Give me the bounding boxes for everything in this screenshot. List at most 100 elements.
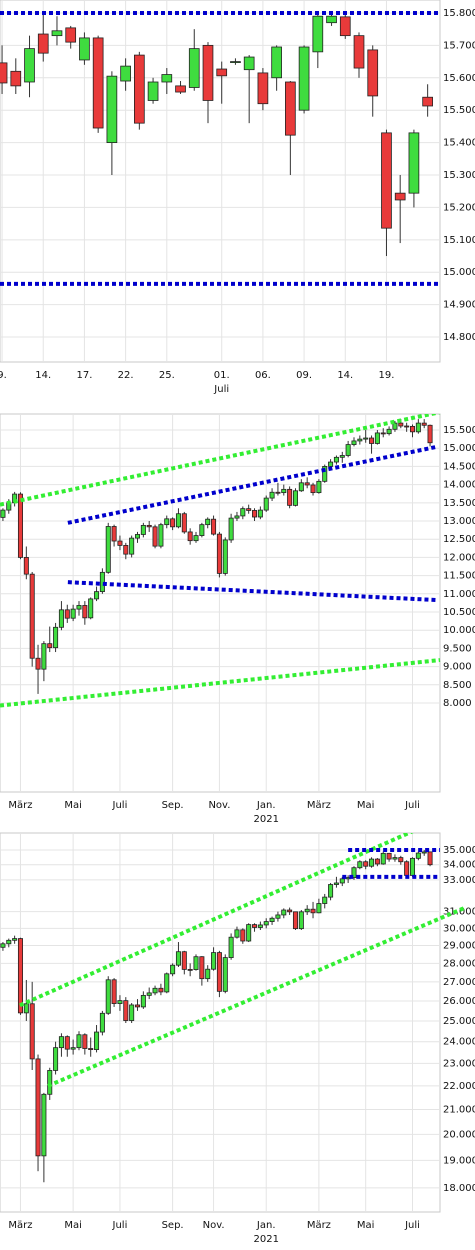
- y-tick-label: 20.000: [443, 1129, 475, 1140]
- y-tick-label: 8.000: [443, 698, 472, 709]
- candle-body: [275, 491, 281, 494]
- x-tick-label: 22.: [118, 370, 134, 381]
- candle-body: [140, 994, 146, 1008]
- y-tick-label: 15.000: [443, 443, 475, 454]
- candle-body: [240, 508, 246, 517]
- candle-body: [351, 867, 357, 878]
- candle-body: [70, 1047, 76, 1050]
- x-tick-label: März: [307, 1220, 331, 1231]
- candle-body: [339, 16, 351, 37]
- candle-body: [6, 939, 12, 945]
- candle-body: [421, 851, 427, 854]
- y-tick-label: 30.000: [443, 923, 475, 934]
- candle-body: [140, 524, 146, 535]
- candle-body: [199, 524, 205, 536]
- y-tick-label: 12.500: [443, 534, 475, 545]
- candle-body: [0, 509, 6, 518]
- candle-body: [386, 852, 392, 860]
- candle-body: [152, 987, 158, 994]
- y-tick-label: 15.100: [443, 235, 475, 246]
- candle-body: [394, 192, 406, 201]
- candle-body: [363, 861, 369, 867]
- plot-area: [0, 832, 441, 1213]
- candle-body: [381, 132, 392, 229]
- candle-body: [234, 515, 240, 519]
- candle-body: [316, 480, 322, 494]
- candle-body: [222, 539, 228, 574]
- y-tick-label: 31.000: [443, 907, 475, 918]
- y-tick-label: 10.000: [443, 625, 475, 636]
- candle-body: [333, 456, 339, 463]
- y-tick-label: 24.000: [443, 1037, 475, 1048]
- y-tick-label: 15.000: [443, 267, 475, 278]
- candle-body: [421, 422, 427, 426]
- y-tick-label: 10.500: [443, 607, 475, 618]
- y-tick-label: 11.000: [443, 589, 475, 600]
- candle-body: [404, 425, 410, 428]
- plot-marks: [0, 10, 440, 286]
- candle-body: [230, 61, 241, 63]
- candle-body: [298, 482, 304, 492]
- candle-body: [408, 132, 420, 194]
- candle-body: [252, 924, 258, 928]
- x-tick-label: Mai: [64, 1220, 82, 1231]
- candle-body: [82, 1034, 88, 1049]
- y-tick-label: 15.600: [443, 73, 475, 84]
- candle-body: [246, 924, 252, 942]
- candle-body: [367, 49, 379, 97]
- candle-body: [216, 952, 222, 992]
- candle-body: [41, 643, 47, 670]
- candle-body: [310, 908, 316, 914]
- y-tick-label: 34.000: [443, 860, 475, 871]
- candle-body: [228, 936, 234, 958]
- candle-body: [392, 422, 398, 430]
- y-tick-label: 28.000: [443, 958, 475, 969]
- y-tick-label: 14.000: [443, 480, 475, 491]
- candle-body: [398, 422, 404, 427]
- x-tick-label: Mai: [64, 800, 82, 811]
- candle-body: [53, 1047, 59, 1071]
- candle-body: [339, 455, 345, 458]
- y-tick-label: 18.000: [443, 1183, 475, 1194]
- candle-body: [345, 444, 351, 456]
- candle-body: [298, 46, 310, 111]
- candle-body: [37, 33, 49, 54]
- trend-line: [67, 580, 437, 602]
- candle-body: [374, 432, 380, 444]
- candle-body: [94, 1031, 100, 1050]
- candle-body: [351, 440, 357, 445]
- candle-body: [35, 1058, 41, 1157]
- candle-body: [41, 1093, 47, 1157]
- candle-body: [228, 517, 234, 541]
- candle-body: [257, 509, 263, 518]
- candle-body: [158, 524, 164, 547]
- x-tick-label: Sep.: [162, 800, 184, 811]
- y-tick-label: 14.800: [443, 332, 475, 343]
- candle-body: [427, 424, 433, 444]
- candle-body: [164, 973, 170, 993]
- x-tick-label: 17.: [76, 370, 92, 381]
- x-tick-label: Juli: [404, 1220, 420, 1231]
- candle-body: [23, 1003, 29, 1014]
- y-tick-label: 15.500: [443, 105, 475, 116]
- candle-body: [333, 882, 339, 885]
- candle-body: [257, 924, 263, 928]
- candle-body: [58, 1036, 64, 1049]
- y-tick-label: 13.500: [443, 498, 475, 509]
- plot-marks: [0, 833, 466, 1183]
- plot-marks: [0, 414, 441, 708]
- x-tick-label: 06.: [255, 370, 271, 381]
- candle-body: [146, 992, 152, 996]
- candle-body: [175, 85, 186, 93]
- candle-body: [252, 510, 258, 518]
- candle-body: [285, 81, 296, 136]
- candle-body: [216, 533, 222, 574]
- y-tick-label: 15.800: [443, 8, 475, 19]
- x-tick-label: 14.: [337, 370, 353, 381]
- y-tick-label: 8.500: [443, 680, 472, 691]
- y-tick-label: 21.000: [443, 1105, 475, 1116]
- candle-body: [188, 48, 200, 88]
- trend-line: [19, 833, 414, 1008]
- candle-body: [398, 857, 404, 863]
- candle-body: [310, 484, 316, 494]
